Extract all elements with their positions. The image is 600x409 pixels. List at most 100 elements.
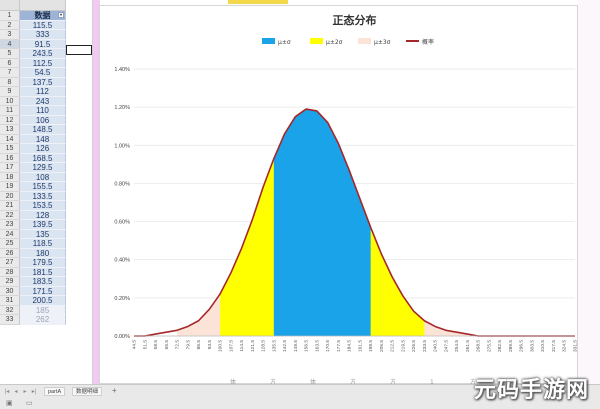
- top-strip-highlight: [228, 0, 288, 4]
- data-cell[interactable]: 243: [20, 96, 66, 106]
- legend-label: μ±3σ: [374, 39, 391, 46]
- row-header[interactable]: 23: [0, 220, 20, 230]
- row-header[interactable]: 18: [0, 172, 20, 182]
- select-all-corner[interactable]: [0, 0, 20, 11]
- tab-sheet-data-detail[interactable]: 数据明细: [72, 387, 103, 396]
- x-tick-label: 289.5: [508, 340, 514, 352]
- data-cell[interactable]: 110: [20, 106, 66, 116]
- row-header[interactable]: 1: [0, 11, 20, 21]
- row-header[interactable]: 10: [0, 96, 20, 106]
- data-cell[interactable]: 168.5: [20, 153, 66, 163]
- last-sheet-icon[interactable]: ▸|: [31, 389, 37, 395]
- legend-swatch: [310, 38, 323, 44]
- row-header[interactable]: 14: [0, 134, 20, 144]
- data-cell[interactable]: 155.5: [20, 182, 66, 192]
- data-cell[interactable]: 243.5: [20, 49, 66, 59]
- prev-sheet-icon[interactable]: ◂: [14, 389, 18, 395]
- row-header[interactable]: 13: [0, 125, 20, 135]
- x-tick-label: 170.5: [325, 340, 331, 352]
- row-header[interactable]: 12: [0, 115, 20, 125]
- x-tick-label: 177.5: [336, 340, 342, 352]
- row-header[interactable]: 7: [0, 68, 20, 78]
- x-tick-label: 44.5: [132, 340, 138, 350]
- x-tick-label: 121.5: [250, 340, 256, 352]
- next-sheet-icon[interactable]: ▸: [23, 389, 27, 395]
- row-header[interactable]: 32: [0, 305, 20, 315]
- row-header[interactable]: 30: [0, 286, 20, 296]
- row-header[interactable]: 5: [0, 49, 20, 59]
- row-header[interactable]: 3: [0, 30, 20, 40]
- row-header[interactable]: 11: [0, 106, 20, 116]
- data-cell[interactable]: 128: [20, 210, 66, 220]
- row-header[interactable]: 33: [0, 315, 20, 325]
- x-tick-label: 163.5: [314, 340, 320, 352]
- x-footer-label: 体: [310, 378, 316, 385]
- row-header[interactable]: 28: [0, 267, 20, 277]
- x-tick-label: 100.5: [218, 340, 224, 352]
- tab-sheet-parta[interactable]: partA: [44, 387, 66, 396]
- row-header[interactable]: 16: [0, 153, 20, 163]
- page-view-icon[interactable]: ▭: [26, 400, 33, 407]
- row-header[interactable]: 4: [0, 39, 20, 49]
- row-header[interactable]: 31: [0, 296, 20, 306]
- data-cell[interactable]: 185: [20, 305, 66, 315]
- data-cell[interactable]: 137.5: [20, 77, 66, 87]
- data-cell[interactable]: 112: [20, 87, 66, 97]
- filter-dropdown-icon[interactable]: ▾: [58, 12, 64, 18]
- y-tick-label: 0.40%: [114, 258, 130, 264]
- x-tick-label: 331.5: [573, 340, 579, 352]
- row-header[interactable]: 2: [0, 20, 20, 30]
- data-cell[interactable]: 183.5: [20, 277, 66, 287]
- row-header[interactable]: 29: [0, 277, 20, 287]
- data-cell[interactable]: 333: [20, 30, 66, 40]
- column-a-header[interactable]: [20, 0, 66, 11]
- x-tick-label: 240.5: [433, 340, 439, 352]
- macro-record-icon[interactable]: ▣: [6, 400, 13, 407]
- x-tick-label: 156.5: [304, 340, 310, 352]
- data-cell[interactable]: 91.5: [20, 39, 66, 49]
- row-header[interactable]: 25: [0, 239, 20, 249]
- normal-distribution-chart[interactable]: 正态分布 μ±σ μ±2σ μ±3σ 概率 0.00% 0.20% 0.40% 0.60% 0.8…: [99, 5, 579, 385]
- row-header[interactable]: 8: [0, 77, 20, 87]
- row-header[interactable]: 9: [0, 87, 20, 97]
- row-header[interactable]: 21: [0, 201, 20, 211]
- data-cell[interactable]: 112.5: [20, 58, 66, 68]
- row-header[interactable]: 19: [0, 182, 20, 192]
- data-cell[interactable]: 148: [20, 134, 66, 144]
- data-cell[interactable]: 148.5: [20, 125, 66, 135]
- row-header[interactable]: 24: [0, 229, 20, 239]
- data-cell[interactable]: 180: [20, 248, 66, 258]
- data-cell[interactable]: 129.5: [20, 163, 66, 173]
- add-sheet-button[interactable]: +: [112, 386, 117, 395]
- data-cell[interactable]: 200.5: [20, 296, 66, 306]
- data-cell[interactable]: 153.5: [20, 201, 66, 211]
- data-cell[interactable]: 133.5: [20, 191, 66, 201]
- column-c-highlight: [93, 0, 100, 384]
- data-cell[interactable]: 262: [20, 315, 66, 325]
- row-header[interactable]: 27: [0, 258, 20, 268]
- row-header[interactable]: 17: [0, 163, 20, 173]
- data-cell[interactable]: 108: [20, 172, 66, 182]
- data-cell[interactable]: 118.5: [20, 239, 66, 249]
- data-cell[interactable]: 179.5: [20, 258, 66, 268]
- x-tick-label: 79.5: [185, 340, 191, 350]
- x-footer-label: 方: [350, 378, 356, 385]
- data-cell[interactable]: 54.5: [20, 68, 66, 78]
- data-cell[interactable]: 106: [20, 115, 66, 125]
- data-cell[interactable]: 171.5: [20, 286, 66, 296]
- data-cell[interactable]: 181.5: [20, 267, 66, 277]
- row-header[interactable]: 22: [0, 210, 20, 220]
- data-cell[interactable]: 135: [20, 229, 66, 239]
- row-header[interactable]: 6: [0, 58, 20, 68]
- row-header[interactable]: 15: [0, 144, 20, 154]
- row-header[interactable]: 20: [0, 191, 20, 201]
- column-a-title-cell[interactable]: 数据 ▾: [20, 11, 66, 21]
- top-strip: [100, 0, 578, 5]
- data-cell[interactable]: 139.5: [20, 220, 66, 230]
- data-cell[interactable]: 126: [20, 144, 66, 154]
- first-sheet-icon[interactable]: |◂: [4, 389, 10, 395]
- x-tick-label: 261.5: [465, 340, 471, 352]
- active-cell[interactable]: [66, 45, 92, 55]
- row-header[interactable]: 26: [0, 248, 20, 258]
- data-cell[interactable]: 115.5: [20, 20, 66, 30]
